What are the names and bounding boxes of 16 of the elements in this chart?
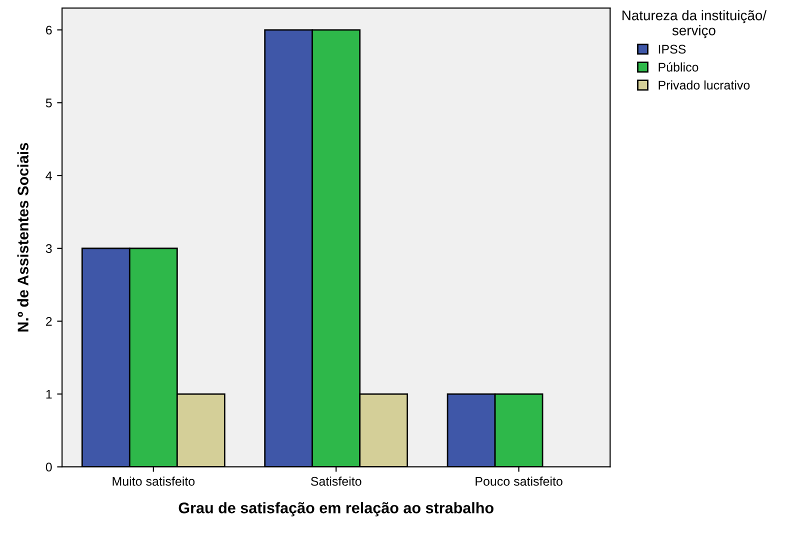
legend-label: Privado lucrativo	[658, 80, 750, 90]
x-axis-title: Grau de satisfação em relação ao strabalho	[178, 502, 494, 516]
x-tick-label: Satisfeito	[310, 476, 362, 486]
y-tick-label: 5	[46, 98, 52, 108]
y-tick-label: 2	[46, 317, 52, 326]
legend-label: Público	[658, 62, 698, 72]
y-tick-label: 3	[46, 244, 52, 254]
legend-label: IPSS	[658, 44, 686, 54]
y-tick-label: 6	[46, 26, 52, 35]
y-tick-label: 1	[46, 390, 52, 399]
legend-title: Natureza da instituição/serviço	[622, 10, 767, 38]
y-axis-title: N.º de Assistentes Sociais	[17, 143, 28, 332]
y-tick-label: 4	[46, 171, 52, 180]
y-tick-label: 0	[46, 462, 52, 472]
x-tick-label: Pouco satisfeito	[476, 476, 562, 486]
x-tick-label: Muito satisfeito	[112, 476, 195, 486]
